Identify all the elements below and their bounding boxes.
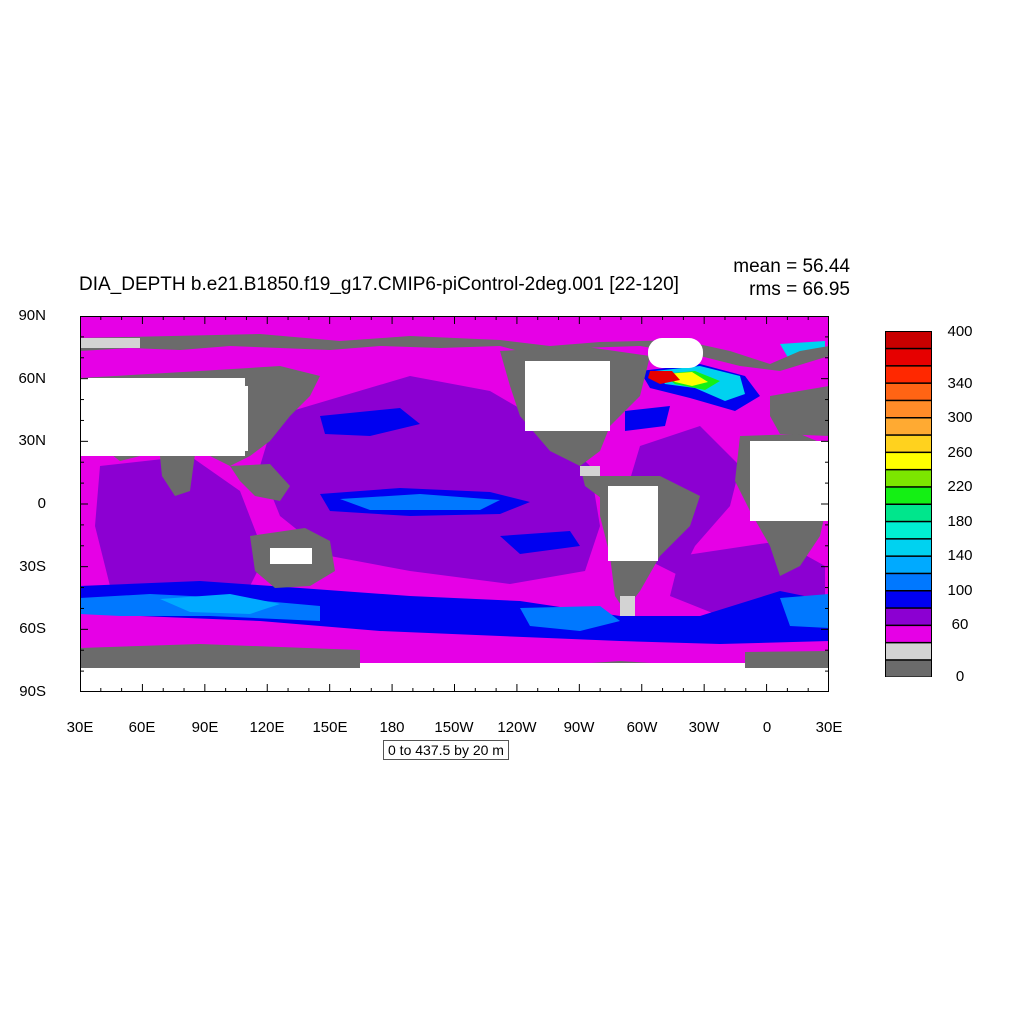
purple-indian: [95, 456, 265, 591]
colorbar-box: [885, 417, 932, 436]
colorbar-box: [885, 538, 932, 557]
lon-label-30w: 30W: [688, 719, 720, 736]
colorbar-box: [885, 382, 932, 401]
lon-label-180: 180: [379, 719, 405, 736]
colorbar-box: [885, 365, 932, 384]
cbar-label-220: 220: [947, 478, 973, 495]
land-europe: [770, 386, 829, 436]
missing-australia: [270, 548, 312, 564]
map-svg: [80, 316, 829, 692]
colorbar-box: [885, 659, 932, 677]
cbar-label-100: 100: [947, 582, 973, 599]
lon-label-90e: 90E: [191, 719, 219, 736]
colorbar-box: [885, 607, 932, 626]
map-panel: [80, 316, 829, 692]
land-arctic: [80, 334, 829, 371]
lat-label-0: 0: [37, 495, 46, 512]
lon-label-30e: 30E: [66, 719, 94, 736]
lat-label-90s: 90S: [19, 683, 46, 700]
cbar-label-260: 260: [947, 444, 973, 461]
colorbar-box: [885, 486, 932, 505]
lon-label-0: 0: [762, 719, 772, 736]
ice-gulf: [580, 466, 600, 476]
lat-label-60s: 60S: [19, 620, 46, 637]
lat-label-30n: 30N: [18, 432, 46, 449]
missing-greenland: [648, 338, 703, 368]
blue-southern-ocean: [80, 581, 829, 644]
lat-label-90n: 90N: [18, 307, 46, 324]
ice-north: [80, 338, 140, 348]
mean-stat: mean = 56.44: [733, 256, 850, 277]
lon-label-120w: 120W: [497, 719, 537, 736]
ice-patagonia: [620, 596, 635, 616]
blue-south-pacific-east: [500, 531, 580, 554]
lat-label-30s: 30S: [19, 558, 46, 575]
lon-label-90w: 90W: [563, 719, 595, 736]
lightblue-south-atlantic: [780, 594, 829, 628]
colorbar-box: [885, 331, 932, 349]
lon-label-60e: 60E: [128, 719, 156, 736]
cyan-southern: [160, 594, 280, 614]
colorbar-box: [885, 434, 932, 453]
missing-central-asia: [170, 386, 248, 451]
missing-north-america: [525, 361, 610, 431]
cbar-label-180: 180: [947, 513, 973, 530]
blue-atlantic: [625, 406, 670, 431]
missing-south-america: [608, 486, 658, 561]
colorbar-box: [885, 573, 932, 591]
cbar-label-400: 400: [947, 323, 973, 340]
missing-africa: [750, 441, 829, 521]
y-ticks: [80, 316, 829, 692]
cbar-label-300: 300: [947, 409, 973, 426]
land-seasia: [230, 464, 290, 501]
lon-label-60w: 60W: [626, 719, 658, 736]
colorbar-box: [885, 400, 932, 418]
lightblue-south-pacific: [520, 606, 620, 631]
cbar-label-340: 340: [947, 375, 973, 392]
colorbar: [885, 331, 932, 677]
lat-label-60n: 60N: [18, 370, 46, 387]
rms-stat: rms = 66.95: [749, 279, 850, 300]
land-india: [160, 454, 195, 496]
x-ticks: [80, 316, 829, 692]
plot-title: DIA_DEPTH b.e21.B1850.f19_g17.CMIP6-piCo…: [79, 274, 679, 295]
cbar-label-140: 140: [947, 547, 973, 564]
blue-northpacific: [320, 408, 420, 436]
colorbar-box: [885, 348, 932, 367]
lon-label-150e: 150E: [312, 719, 348, 736]
colorbar-box: [885, 625, 932, 643]
cbar-label-0: 0: [955, 668, 965, 685]
lon-label-120e: 120E: [249, 719, 285, 736]
lightblue-equatorial: [340, 494, 500, 510]
na-red: [648, 371, 680, 384]
cbar-label-60: 60: [951, 616, 969, 633]
colorbar-box: [885, 469, 932, 488]
colorbar-box: [885, 504, 932, 522]
lon-label-30e-east: 30E: [815, 719, 843, 736]
colorbar-box: [885, 555, 932, 574]
colorbar-box: [885, 452, 932, 470]
colorbar-box: [885, 521, 932, 540]
colorbar-box: [885, 642, 932, 661]
lon-label-150w: 150W: [434, 719, 474, 736]
colorbar-box: [885, 590, 932, 609]
contour-info-box: 0 to 437.5 by 20 m: [383, 740, 509, 760]
missing-antarctica-2: [360, 663, 745, 692]
